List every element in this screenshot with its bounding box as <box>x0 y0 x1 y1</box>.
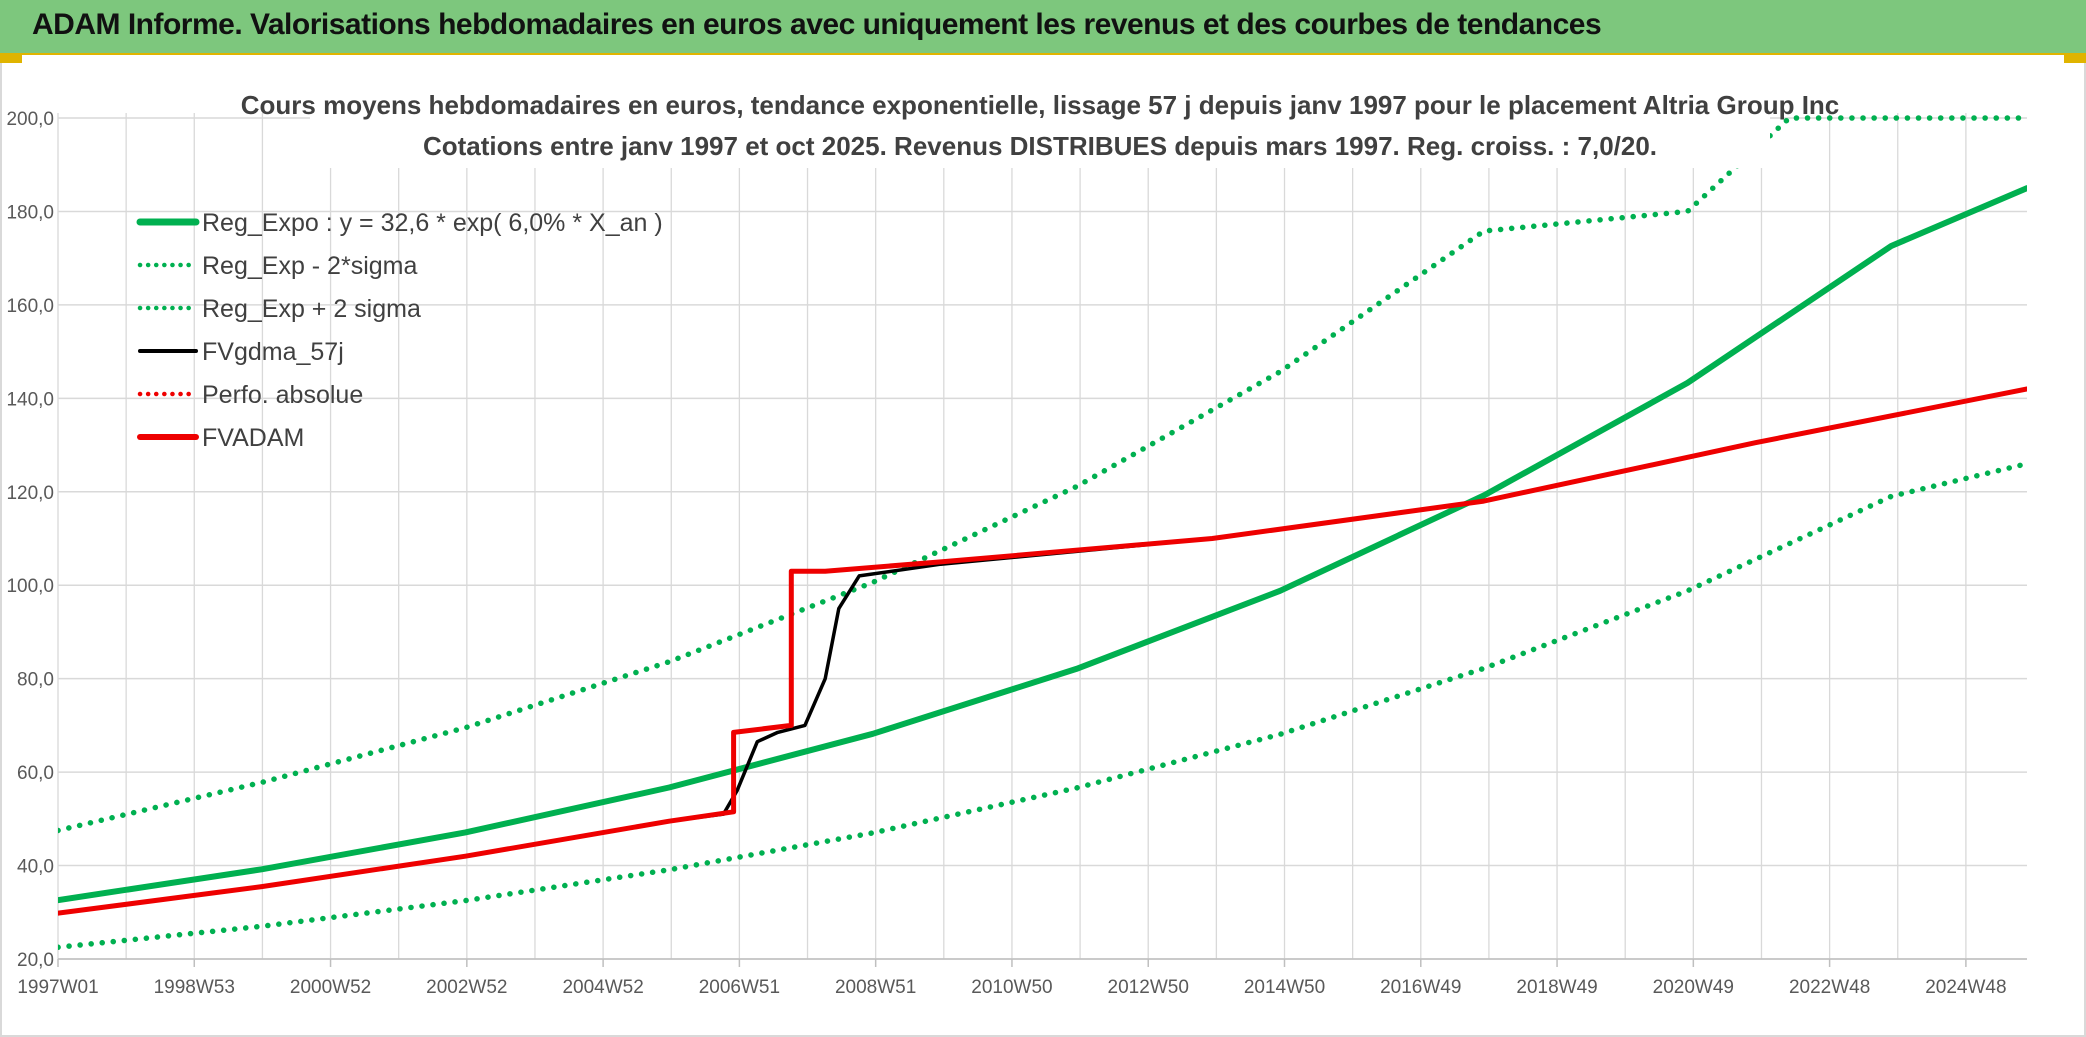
x-tick-label: 2006W51 <box>699 977 780 998</box>
x-tick-label: 2016W49 <box>1380 977 1461 998</box>
corner-accent-right <box>2064 55 2086 63</box>
series-line-2 <box>58 115 2027 834</box>
legend: Reg_Expo : y = 32,6 * exp( 6,0% * X_an )… <box>136 209 663 452</box>
y-tick-label: 60,0 <box>17 763 54 784</box>
x-tick-label: 2018W49 <box>1516 977 1597 998</box>
y-tick-label: 180,0 <box>6 202 54 223</box>
legend-label-4: Perfo. absolue <box>202 381 363 409</box>
y-tick-label: 160,0 <box>6 296 54 317</box>
y-tick-label: 20,0 <box>17 950 54 971</box>
x-tick-label: 2002W52 <box>426 977 507 998</box>
header-bar: ADAM Informe. Valorisations hebdomadaire… <box>0 0 2086 55</box>
x-tick-label: 2022W48 <box>1789 977 1870 998</box>
y-tick-label: 40,0 <box>17 857 54 878</box>
x-tick-label: 1998W53 <box>154 977 235 998</box>
series-group <box>58 115 2027 951</box>
legend-label-5: FVADAM <box>202 424 304 452</box>
x-tick-label: 1997W01 <box>17 977 98 998</box>
chart-title-background <box>310 82 1770 168</box>
grid <box>57 113 2027 967</box>
x-tick-label: 2014W50 <box>1244 977 1325 998</box>
x-tick-label: 2000W52 <box>290 977 371 998</box>
series-line-1 <box>58 460 2027 951</box>
y-tick-label: 200,0 <box>6 109 54 130</box>
legend-label-2: Reg_Exp + 2 sigma <box>202 295 421 323</box>
y-tick-label: 120,0 <box>6 483 54 504</box>
y-tick-label: 100,0 <box>6 576 54 597</box>
y-tick-label: 140,0 <box>6 389 54 410</box>
legend-label-0: Reg_Expo : y = 32,6 * exp( 6,0% * X_an ) <box>202 209 663 237</box>
chart-title: Cours moyens hebdomadaires en euros, ten… <box>241 82 1840 168</box>
chart-title-line-1: Cours moyens hebdomadaires en euros, ten… <box>241 90 1840 120</box>
series-line-0 <box>58 185 2027 904</box>
x-tick-label: 2010W50 <box>971 977 1052 998</box>
series-line-5 <box>58 386 2027 916</box>
chart-title-line-2: Cotations entre janv 1997 et oct 2025. R… <box>423 131 1657 161</box>
x-tick-label: 2004W52 <box>562 977 643 998</box>
y-tick-label: 80,0 <box>17 670 54 691</box>
x-tick-label: 2024W48 <box>1925 977 2006 998</box>
legend-label-3: FVgdma_57j <box>202 338 344 366</box>
x-tick-label: 2012W50 <box>1108 977 1189 998</box>
corner-accent-left <box>0 55 22 63</box>
axis-labels: 20,0 40,0 60,0 80,0 100,0 120,0 140,0 160,0 180,… <box>6 109 2006 998</box>
x-tick-label: 2020W49 <box>1653 977 1734 998</box>
page-title: ADAM Informe. Valorisations hebdomadaire… <box>32 8 1602 41</box>
legend-label-1: Reg_Exp - 2*sigma <box>202 252 417 280</box>
x-tick-label: 2008W51 <box>835 977 916 998</box>
series-line-3 <box>58 387 2027 915</box>
